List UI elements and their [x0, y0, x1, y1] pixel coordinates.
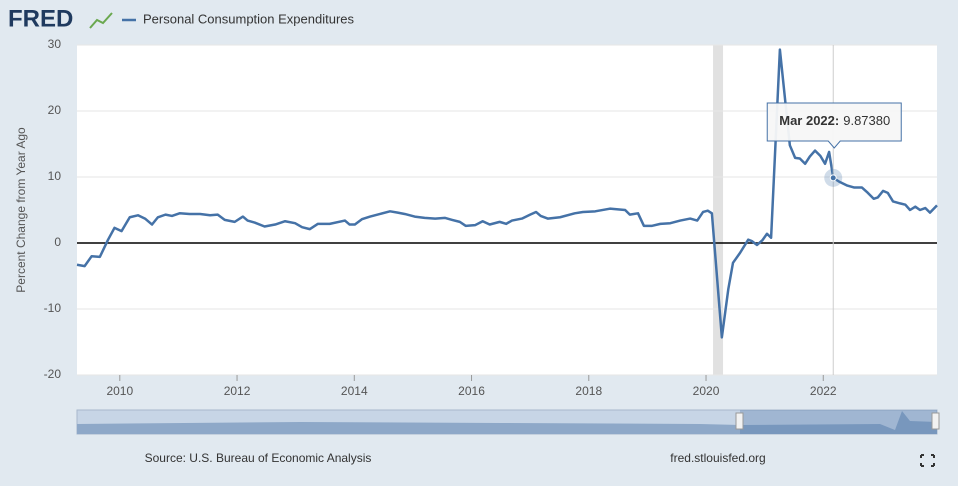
tooltip-value: 9.87380: [843, 113, 890, 128]
x-tick-label: 2020: [693, 384, 720, 398]
y-tick-label: -10: [44, 301, 62, 315]
tooltip-date: Mar 2022: [779, 113, 835, 128]
tooltip-box: [766, 102, 902, 149]
recession-shade: [713, 45, 724, 375]
x-tick-label: 2018: [575, 384, 602, 398]
x-tick-label: 2010: [106, 384, 133, 398]
navigator-series: [77, 411, 937, 434]
navigator-handle[interactable]: [735, 412, 744, 430]
legend-label: Personal Consumption Expenditures: [143, 11, 355, 26]
source: Source: U.S. Bureau of Economic Analysis: [145, 451, 372, 465]
x-tick-label: 2012: [224, 384, 251, 398]
hover-point: [829, 174, 837, 182]
y-tick-label: 20: [48, 103, 62, 117]
plot-area: [77, 45, 937, 375]
navigator-selection[interactable]: [740, 410, 937, 434]
site[interactable]: fred.stlouisfed.org: [670, 451, 765, 465]
logo-icon: [89, 12, 113, 29]
series-line: [76, 48, 938, 339]
y-tick-label: 10: [48, 169, 62, 183]
navigator-handle[interactable]: [931, 412, 940, 430]
x-tick-label: 2014: [341, 384, 368, 398]
x-tick-label: 2022: [810, 384, 837, 398]
y-tick-label: 30: [48, 37, 62, 51]
fullscreen-icon[interactable]: [920, 454, 935, 467]
logo: FRED: [8, 5, 73, 32]
tooltip-text: Mar 2022: 9.87380: [779, 113, 890, 128]
tooltip-separator: :: [835, 113, 839, 128]
y-axis-label: Percent Change from Year Ago: [14, 127, 28, 293]
y-tick-label: -20: [44, 367, 62, 381]
y-tick-label: 0: [54, 235, 61, 249]
x-tick-label: 2016: [458, 384, 485, 398]
